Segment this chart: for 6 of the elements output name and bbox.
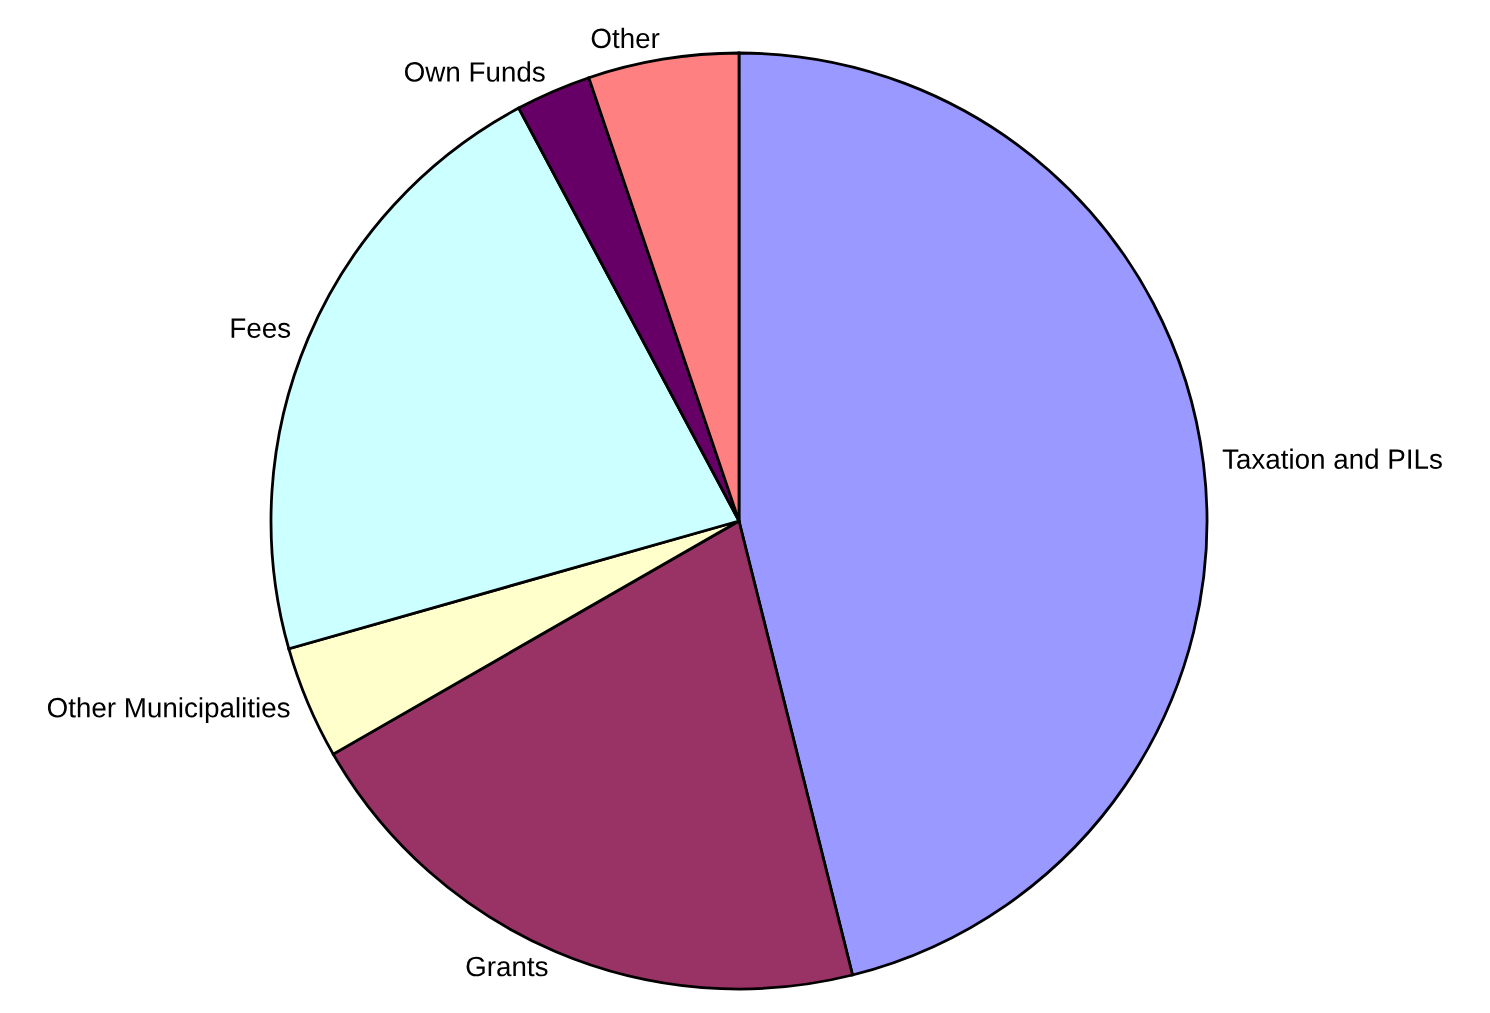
slice-label: Other [591,27,660,49]
slice-label: Fees [231,318,291,338]
slice-label: Grants [466,956,548,977]
slice-label: Other Municipalities [47,697,290,724]
slice-label: Taxation and PILs [1222,448,1442,469]
slice-label: Own Funds [404,61,545,82]
